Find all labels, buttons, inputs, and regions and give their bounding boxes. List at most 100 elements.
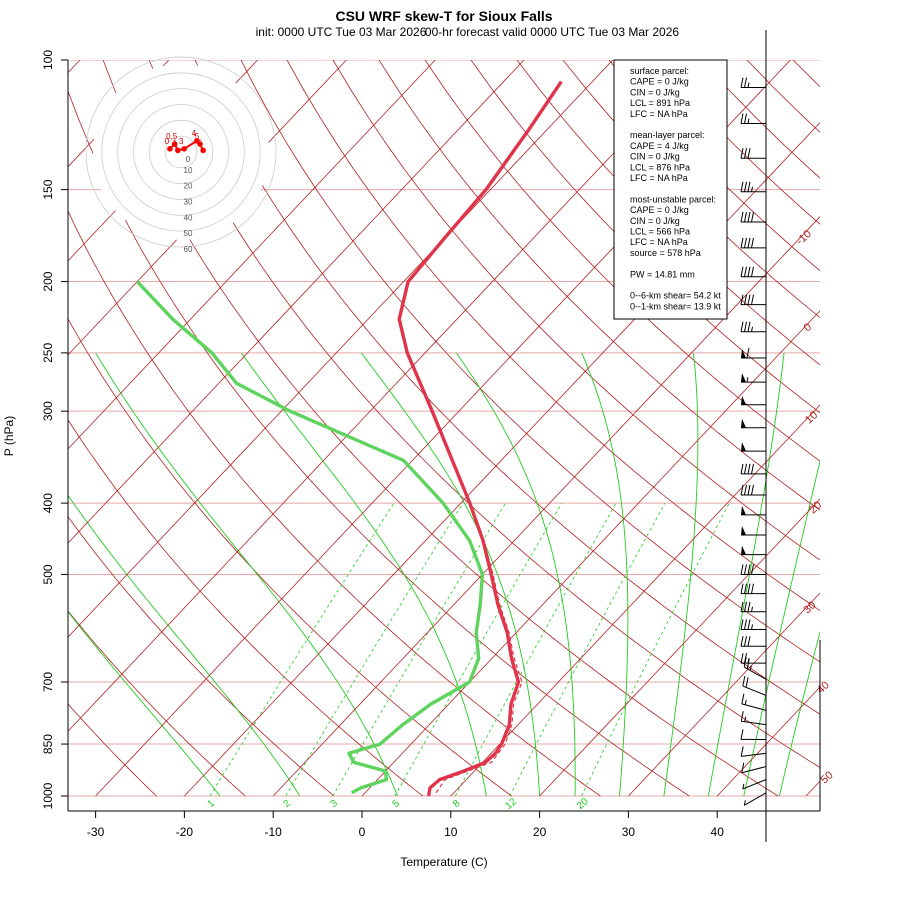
wind-barb: [740, 211, 766, 223]
dry-adiabat-line: [68, 90, 690, 797]
barb-full-flag: [744, 601, 747, 612]
barb-staff: [742, 779, 767, 790]
hodograph-point-label: 3: [179, 137, 184, 146]
hodograph-point: [200, 147, 206, 154]
barb-full-flag: [744, 237, 747, 248]
stats-line: source = 578 hPa: [630, 248, 701, 258]
wind-barb: [740, 113, 766, 125]
barb-pennant: [741, 373, 746, 383]
isotherm-line: [450, 404, 820, 797]
hodograph-ring-label: 40: [184, 213, 193, 222]
dewpoint-trace: [135, 280, 485, 795]
isotherm-line: [68, 60, 614, 638]
x-tick-label: 20: [533, 825, 547, 839]
barb-half-flag: [747, 118, 750, 124]
wind-barb: [740, 619, 766, 631]
mixing-ratio-line: [509, 502, 666, 797]
hodograph-point-label: 0.5: [166, 132, 178, 141]
hodograph-point: [181, 146, 187, 152]
wind-barb: [741, 418, 766, 429]
dry-adiabat-line: [68, 318, 512, 797]
barb-full-flag: [747, 181, 751, 192]
barb-full-flag: [740, 181, 744, 192]
dry-adiabat-line: [470, 60, 820, 414]
barb-pennant: [741, 442, 746, 452]
barb-full-flag: [746, 347, 750, 359]
hodograph-point-label: 6: [198, 138, 203, 147]
wind-barb: [740, 181, 766, 193]
hodograph-point: [197, 141, 203, 147]
barb-half-flag: [747, 82, 750, 88]
barb-full-flag: [740, 321, 744, 332]
barb-full-flag: [740, 77, 744, 88]
p-tick-label: 400: [41, 493, 55, 513]
barb-full-flag: [740, 564, 744, 575]
isotherm-label: 30: [801, 599, 818, 616]
barb-pennant: [741, 348, 746, 358]
barb-half-flag: [742, 783, 745, 790]
hodograph-ring: [164, 135, 198, 169]
p-tick-label: 500: [41, 564, 55, 584]
moist-adiabat-line: [95, 352, 398, 797]
barb-full-flag: [740, 148, 744, 159]
wind-barb: [740, 729, 767, 741]
dry-adiabat-line: [68, 210, 601, 797]
dry-adiabat-line: [240, 60, 820, 663]
wind-barb: [740, 601, 766, 613]
p-tick-label: 850: [41, 734, 55, 754]
hodograph-ring-label: 50: [184, 229, 193, 238]
moist-adiabat-line: [456, 352, 576, 796]
barb-full-flag: [746, 658, 750, 669]
stats-box-frame: [613, 59, 728, 320]
wind-barb: [740, 711, 767, 726]
hodograph-point: [167, 146, 173, 152]
mixing-ratio-line: [581, 502, 730, 797]
mixing-ratio-line: [209, 502, 395, 797]
barb-full-flag: [741, 693, 745, 705]
wind-barb: [742, 675, 767, 696]
hodograph-point-label: 1: [173, 138, 178, 147]
stats-line: LFC = NA hPa: [630, 173, 688, 183]
dry-adiabat-line: [68, 419, 424, 797]
barb-full-flag: [751, 266, 754, 277]
temperature-trace: [397, 80, 563, 797]
barb-full-flag: [745, 677, 749, 688]
barb-full-flag: [744, 113, 747, 124]
stats-line: LFC = NA hPa: [630, 237, 688, 247]
wind-barb: [743, 792, 767, 806]
barb-full-flag: [740, 294, 744, 305]
isotherm-label: 20: [807, 499, 824, 516]
barb-pennant: [741, 526, 746, 536]
dry-adiabat-line: [700, 60, 820, 179]
hodograph-point-label: 0: [165, 137, 170, 146]
barb-pennant: [741, 418, 746, 428]
stats-line: most-unstable parcel:: [630, 194, 716, 204]
barb-full-flag: [747, 619, 751, 630]
barb-staff: [743, 666, 767, 680]
barb-full-flag: [751, 463, 754, 474]
barb-full-flag: [743, 656, 747, 668]
dry-adiabat-line: [68, 610, 246, 797]
barb-half-flag: [751, 186, 753, 192]
barb-staff: [742, 685, 767, 696]
hodograph-ring: [101, 72, 261, 232]
mixing-ratio-label: 12: [503, 796, 519, 812]
barb-full-flag: [744, 294, 747, 305]
p-tick-label: 1000: [41, 782, 55, 809]
barb-pennant: [741, 505, 746, 515]
barb-full-flag: [747, 636, 751, 647]
barb-full-flag: [747, 266, 751, 277]
barb-full-flag: [741, 762, 745, 773]
wind-barb: [741, 347, 766, 359]
barb-full-flag: [751, 484, 754, 496]
isotherm-line: [184, 122, 820, 797]
wind-barb: [741, 373, 766, 383]
wind-barb: [740, 564, 766, 575]
barb-staff: [741, 703, 767, 711]
hodograph-ring: [85, 56, 277, 248]
barb-full-flag: [751, 211, 754, 223]
wind-barb: [740, 463, 766, 475]
